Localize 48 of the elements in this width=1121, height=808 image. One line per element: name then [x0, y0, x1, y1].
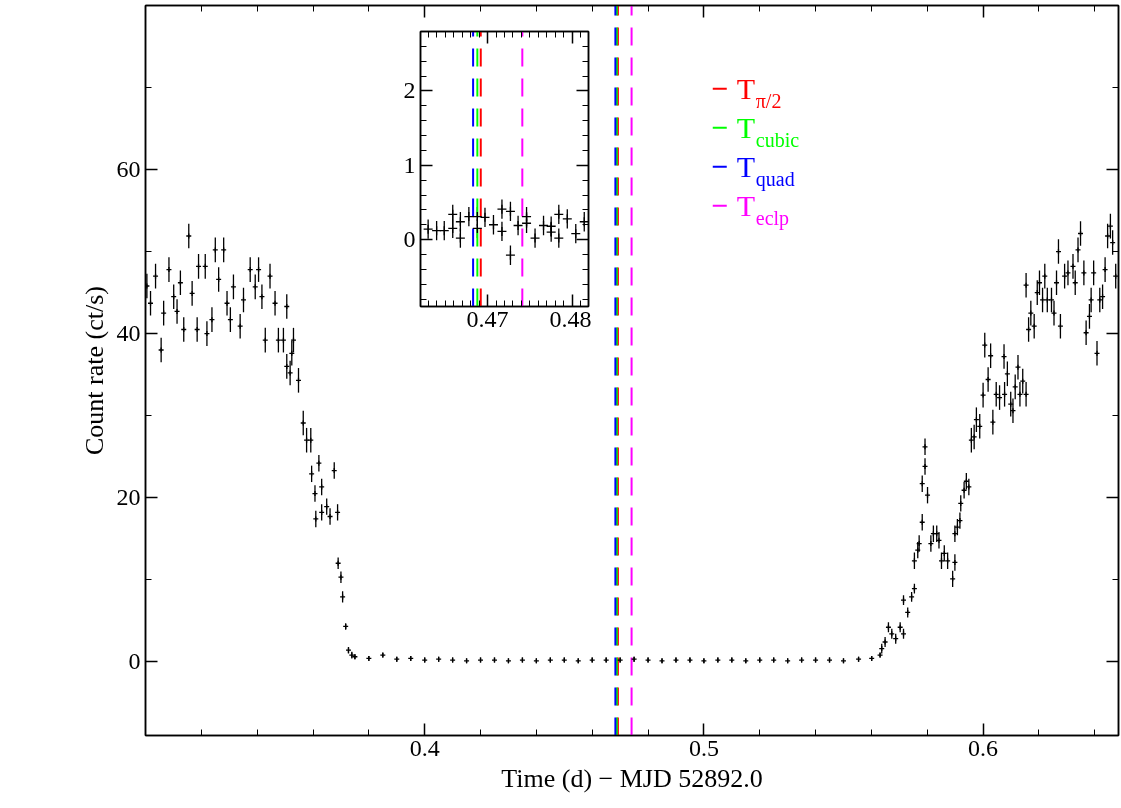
point [223, 300, 231, 307]
point [258, 293, 266, 300]
point [463, 211, 475, 222]
point [553, 232, 564, 244]
point [311, 490, 319, 497]
point [240, 296, 247, 304]
point [318, 483, 325, 491]
point [496, 226, 508, 237]
x-tick-label: 0.4 [409, 734, 440, 761]
point [173, 308, 181, 315]
x-tick-label: 0.47 [466, 305, 509, 332]
point [326, 513, 334, 520]
point [157, 346, 165, 354]
x-tick-label: 0.48 [549, 305, 592, 332]
point [237, 323, 244, 330]
y-tick-label: 1 [403, 151, 416, 178]
y-tick-label: 40 [116, 320, 141, 347]
point [479, 212, 491, 223]
point [145, 282, 151, 290]
point [529, 232, 541, 244]
point [496, 203, 508, 215]
y-tick-label: 0 [128, 648, 141, 675]
point [165, 266, 173, 273]
point [312, 515, 319, 523]
y-tick-label: 2 [403, 77, 416, 104]
y-tick-label: 0 [403, 226, 416, 253]
point [335, 560, 342, 567]
y-tick-label: 20 [116, 484, 141, 511]
point [337, 574, 345, 581]
point [208, 316, 216, 323]
point [266, 273, 274, 280]
point [422, 224, 434, 235]
point [315, 460, 323, 467]
point [300, 419, 307, 427]
point [220, 246, 227, 254]
x-axis-title: Time (d) − MJD 52892.0 [501, 763, 763, 793]
point [271, 300, 279, 307]
point [188, 290, 196, 297]
y-tick-label: 60 [116, 156, 141, 183]
point [212, 246, 219, 254]
point [512, 220, 524, 231]
y-axis-title: Count rate (ct/s) [79, 286, 109, 455]
x-tick-label: 0.6 [968, 734, 999, 761]
point [185, 232, 192, 240]
point [286, 369, 294, 377]
x-tick-label: 0.5 [688, 734, 719, 761]
point [455, 232, 466, 244]
point [160, 309, 167, 317]
